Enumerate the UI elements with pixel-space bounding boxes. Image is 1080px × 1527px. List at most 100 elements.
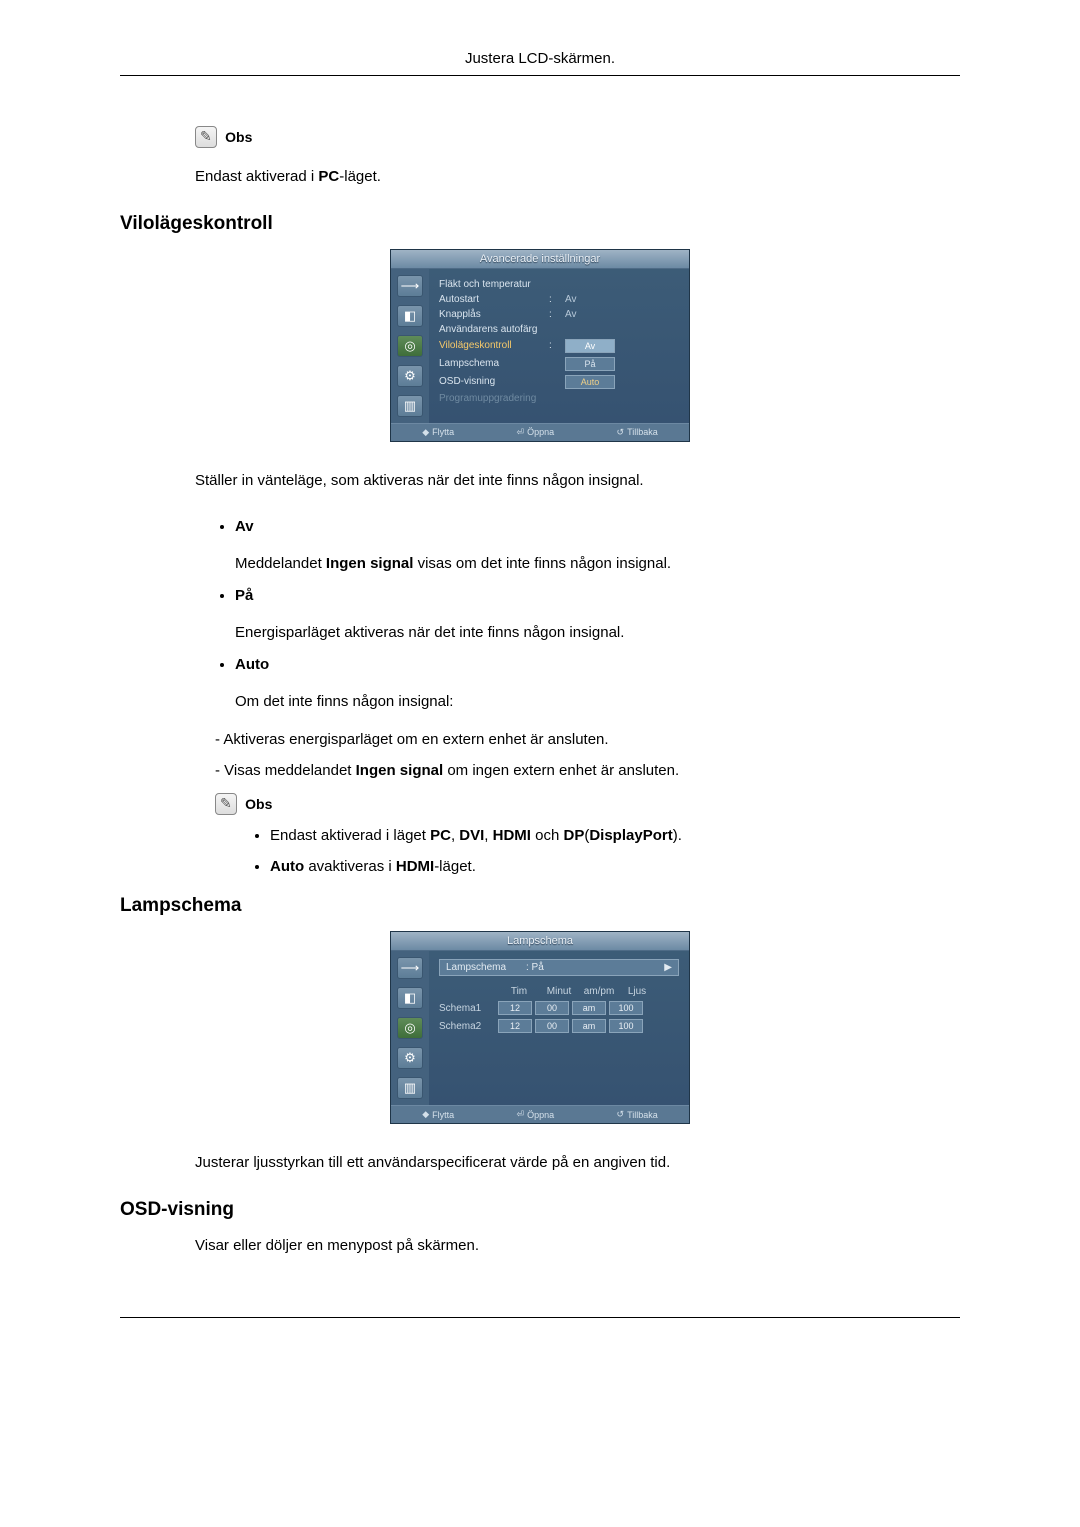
menu-value: Av	[565, 309, 577, 320]
option-desc: Energisparläget aktiveras när det inte f…	[235, 622, 960, 645]
menu-label: Autostart	[439, 294, 549, 305]
option-auto: Auto Om det inte finns någon insignal:	[235, 654, 960, 713]
t: om ingen extern enhet är ansluten.	[443, 762, 679, 779]
side-icon: ◧	[397, 305, 423, 327]
lamp-top-row: Lampschema : På ▶	[439, 959, 679, 976]
side-icon: ◧	[397, 987, 423, 1009]
t: Meddelandet	[235, 555, 326, 572]
footer-open: Öppna	[527, 1110, 554, 1120]
note-label: Obs	[225, 129, 252, 145]
col-ljus: Ljus	[619, 986, 655, 997]
t-bold: PC	[430, 827, 451, 844]
t: Endast aktiverad i	[195, 168, 318, 185]
auto-dash-list: - Aktiveras energisparläget om en extern…	[215, 731, 960, 779]
nested-note: Obs	[215, 793, 960, 815]
col-minut: Minut	[539, 986, 579, 997]
side-icon: ▥	[397, 395, 423, 417]
menu-label: Knapplås	[439, 309, 549, 320]
t: - Visas meddelandet	[215, 762, 356, 779]
t: visas om det inte finns någon insignal.	[413, 555, 671, 572]
section3-desc: Visar eller döljer en menypost på skärme…	[195, 1235, 960, 1258]
side-icon: ▥	[397, 1077, 423, 1099]
cell: am	[572, 1019, 606, 1033]
note-label: Obs	[245, 796, 272, 812]
lamp-row-2: Schema2 12 00 am 100	[439, 1017, 679, 1035]
menu-label: Lampschema	[439, 358, 549, 369]
t: avaktiveras i	[304, 858, 396, 875]
menu-label: Fläkt och temperatur	[439, 279, 549, 290]
cell: 12	[498, 1019, 532, 1033]
t: -läget.	[434, 858, 476, 875]
dash-item: - Visas meddelandet Ingen signal om inge…	[215, 762, 960, 779]
t-bold: Ingen signal	[356, 762, 444, 779]
lamp-row-label: Schema2	[439, 1021, 495, 1032]
option-av: Av Meddelandet Ingen signal visas om det…	[235, 516, 960, 575]
menu-label: Programuppgradering	[439, 393, 549, 404]
footer-move: Flytta	[432, 427, 454, 437]
cell: am	[572, 1001, 606, 1015]
lamp-top-label: Lampschema	[446, 962, 526, 973]
side-icon: ⟶	[397, 275, 423, 297]
t: Endast aktiverad i läget	[270, 827, 430, 844]
lamp-row-label: Schema1	[439, 1003, 495, 1014]
cell: 100	[609, 1001, 643, 1015]
heading-osd-visning: OSD-visning	[120, 1199, 960, 1221]
heading-lampschema: Lampschema	[120, 895, 960, 917]
t: ,	[484, 827, 492, 844]
osd-screenshot-2: Lampschema ⟶ ◧ ◎ ⚙ ▥ Lampschema : På ▶ T…	[390, 931, 690, 1124]
osd-footer: ◆Flytta ⏎Öppna ↺Tillbaka	[391, 1105, 689, 1123]
side-icon: ⟶	[397, 957, 423, 979]
intro-note-text: Endast aktiverad i PC-läget.	[195, 166, 960, 189]
side-icon: ⚙	[397, 1047, 423, 1069]
cell: 12	[498, 1001, 532, 1015]
menu-dropdown: Av	[565, 339, 615, 353]
menu-label: OSD-visning	[439, 376, 549, 387]
cell: 100	[609, 1019, 643, 1033]
option-label: Av	[235, 518, 254, 535]
menu-dropdown: Auto	[565, 375, 615, 389]
menu-value: Av	[565, 294, 577, 305]
option-desc: Om det inte finns någon insignal:	[235, 691, 960, 714]
osd-side-icons: ⟶ ◧ ◎ ⚙ ▥	[391, 269, 429, 423]
osd-screenshot-1: Avancerade inställningar ⟶ ◧ ◎ ⚙ ▥ Fläkt…	[390, 249, 690, 442]
lamp-header-row: Tim Minut am/pm Ljus	[439, 984, 679, 999]
footer-rule	[120, 1317, 960, 1318]
footer-open: Öppna	[527, 427, 554, 437]
footer-move: Flytta	[432, 1110, 454, 1120]
side-icon: ◎	[397, 1017, 423, 1039]
lamp-top-value: : På	[526, 962, 664, 973]
side-icon: ⚙	[397, 365, 423, 387]
col-tim: Tim	[499, 986, 539, 997]
sub-note-item: Endast aktiverad i läget PC, DVI, HDMI o…	[270, 827, 960, 844]
section1-desc: Ställer in vänteläge, som aktiveras när …	[195, 470, 960, 493]
t-bold: HDMI	[396, 858, 434, 875]
page-header: Justera LCD-skärmen.	[120, 50, 960, 76]
osd-title: Avancerade inställningar	[391, 250, 689, 269]
option-pa: På Energisparläget aktiveras när det int…	[235, 585, 960, 644]
t: ).	[673, 827, 682, 844]
osd-title: Lampschema	[391, 932, 689, 951]
footer-back: Tillbaka	[627, 1110, 658, 1120]
option-desc: Meddelandet Ingen signal visas om det in…	[235, 553, 960, 576]
t-bold: DVI	[459, 827, 484, 844]
lamp-row-1: Schema1 12 00 am 100	[439, 999, 679, 1017]
menu-dropdown: På	[565, 357, 615, 371]
t-bold: DP	[564, 827, 585, 844]
note-block-intro: Obs	[195, 126, 960, 148]
menu-label: Vilolägeskontroll	[439, 340, 549, 351]
cell: 00	[535, 1019, 569, 1033]
cell: 00	[535, 1001, 569, 1015]
footer-back: Tillbaka	[627, 427, 658, 437]
option-label: Auto	[235, 656, 269, 673]
t-bold: DisplayPort	[589, 827, 672, 844]
section2-desc: Justerar ljusstyrkan till ett användarsp…	[195, 1152, 960, 1175]
option-list: Av Meddelandet Ingen signal visas om det…	[235, 516, 960, 713]
osd-side-icons: ⟶ ◧ ◎ ⚙ ▥	[391, 951, 429, 1105]
heading-vilolageskontroll: Vilolägeskontroll	[120, 213, 960, 235]
t-bold: Ingen signal	[326, 555, 414, 572]
t: och	[531, 827, 564, 844]
side-icon: ◎	[397, 335, 423, 357]
t-bold: PC	[318, 168, 339, 185]
t: -läget.	[339, 168, 381, 185]
t-bold: HDMI	[493, 827, 531, 844]
